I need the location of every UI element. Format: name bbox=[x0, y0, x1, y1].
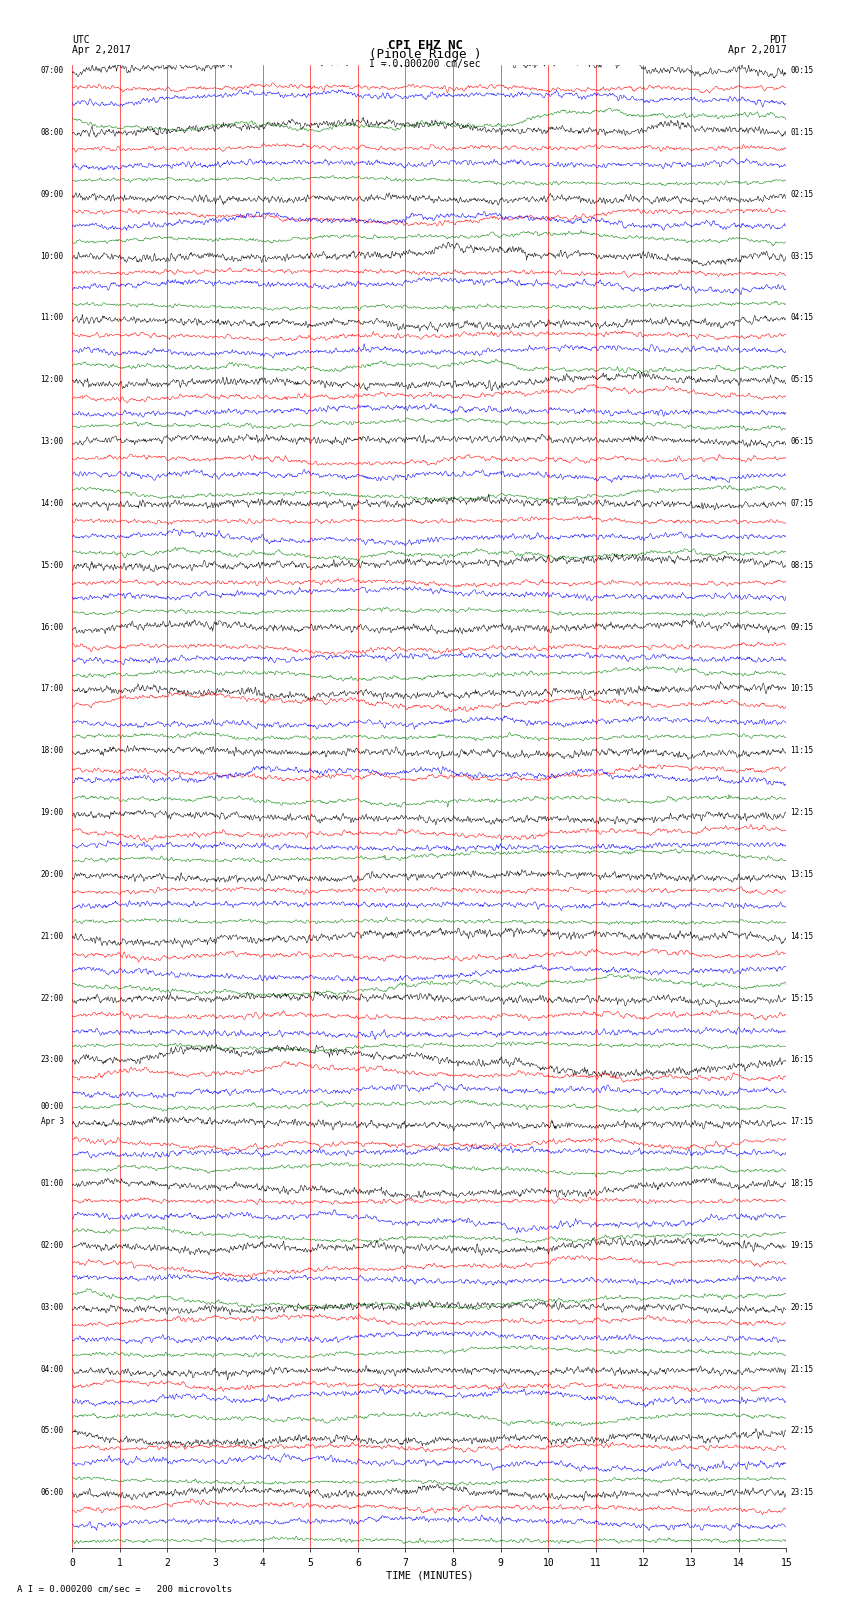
Text: 18:00: 18:00 bbox=[41, 747, 64, 755]
Text: 12:15: 12:15 bbox=[790, 808, 813, 818]
Text: 02:15: 02:15 bbox=[790, 190, 813, 198]
Text: 11:15: 11:15 bbox=[790, 747, 813, 755]
Text: 12:00: 12:00 bbox=[41, 376, 64, 384]
Text: Apr 2,2017: Apr 2,2017 bbox=[72, 45, 131, 55]
Text: 14:15: 14:15 bbox=[790, 932, 813, 940]
Text: 02:00: 02:00 bbox=[41, 1240, 64, 1250]
Text: 04:15: 04:15 bbox=[790, 313, 813, 323]
Text: 03:00: 03:00 bbox=[41, 1303, 64, 1311]
Text: 13:00: 13:00 bbox=[41, 437, 64, 447]
Text: PDT: PDT bbox=[768, 35, 786, 45]
Text: 00:00: 00:00 bbox=[41, 1102, 64, 1111]
Text: 14:00: 14:00 bbox=[41, 498, 64, 508]
Text: 22:15: 22:15 bbox=[790, 1426, 813, 1436]
Text: 08:00: 08:00 bbox=[41, 127, 64, 137]
Text: 01:15: 01:15 bbox=[790, 127, 813, 137]
Text: 04:00: 04:00 bbox=[41, 1365, 64, 1374]
Text: 16:15: 16:15 bbox=[790, 1055, 813, 1065]
Text: 09:00: 09:00 bbox=[41, 190, 64, 198]
Text: 13:15: 13:15 bbox=[790, 869, 813, 879]
Text: 19:00: 19:00 bbox=[41, 808, 64, 818]
Text: 21:00: 21:00 bbox=[41, 932, 64, 940]
Text: 05:00: 05:00 bbox=[41, 1426, 64, 1436]
Text: Apr 2,2017: Apr 2,2017 bbox=[728, 45, 786, 55]
Text: 01:00: 01:00 bbox=[41, 1179, 64, 1189]
Text: 11:00: 11:00 bbox=[41, 313, 64, 323]
Text: 15:00: 15:00 bbox=[41, 561, 64, 569]
Text: UTC: UTC bbox=[72, 35, 90, 45]
Text: 23:15: 23:15 bbox=[790, 1489, 813, 1497]
Text: 08:15: 08:15 bbox=[790, 561, 813, 569]
Text: 16:00: 16:00 bbox=[41, 623, 64, 632]
Text: 23:00: 23:00 bbox=[41, 1055, 64, 1065]
Text: CPI EHZ NC: CPI EHZ NC bbox=[388, 39, 462, 52]
Text: 17:15: 17:15 bbox=[790, 1118, 813, 1126]
Text: I = 0.000200 cm/sec: I = 0.000200 cm/sec bbox=[369, 60, 481, 69]
Text: 10:00: 10:00 bbox=[41, 252, 64, 261]
Text: 03:15: 03:15 bbox=[790, 252, 813, 261]
Text: 15:15: 15:15 bbox=[790, 994, 813, 1003]
Text: 05:15: 05:15 bbox=[790, 376, 813, 384]
Text: 06:00: 06:00 bbox=[41, 1489, 64, 1497]
Text: 09:15: 09:15 bbox=[790, 623, 813, 632]
Text: 20:00: 20:00 bbox=[41, 869, 64, 879]
Text: 17:00: 17:00 bbox=[41, 684, 64, 694]
X-axis label: TIME (MINUTES): TIME (MINUTES) bbox=[386, 1571, 473, 1581]
Text: 07:15: 07:15 bbox=[790, 498, 813, 508]
Text: 00:15: 00:15 bbox=[790, 66, 813, 76]
Text: 20:15: 20:15 bbox=[790, 1303, 813, 1311]
Text: (Pinole Ridge ): (Pinole Ridge ) bbox=[369, 48, 481, 61]
Text: 10:15: 10:15 bbox=[790, 684, 813, 694]
Text: 18:15: 18:15 bbox=[790, 1179, 813, 1189]
Text: 22:00: 22:00 bbox=[41, 994, 64, 1003]
Text: 07:00: 07:00 bbox=[41, 66, 64, 76]
Text: A I = 0.000200 cm/sec =   200 microvolts: A I = 0.000200 cm/sec = 200 microvolts bbox=[17, 1584, 232, 1594]
Text: 19:15: 19:15 bbox=[790, 1240, 813, 1250]
Text: 06:15: 06:15 bbox=[790, 437, 813, 447]
Text: Apr 3: Apr 3 bbox=[41, 1118, 64, 1126]
Text: 21:15: 21:15 bbox=[790, 1365, 813, 1374]
